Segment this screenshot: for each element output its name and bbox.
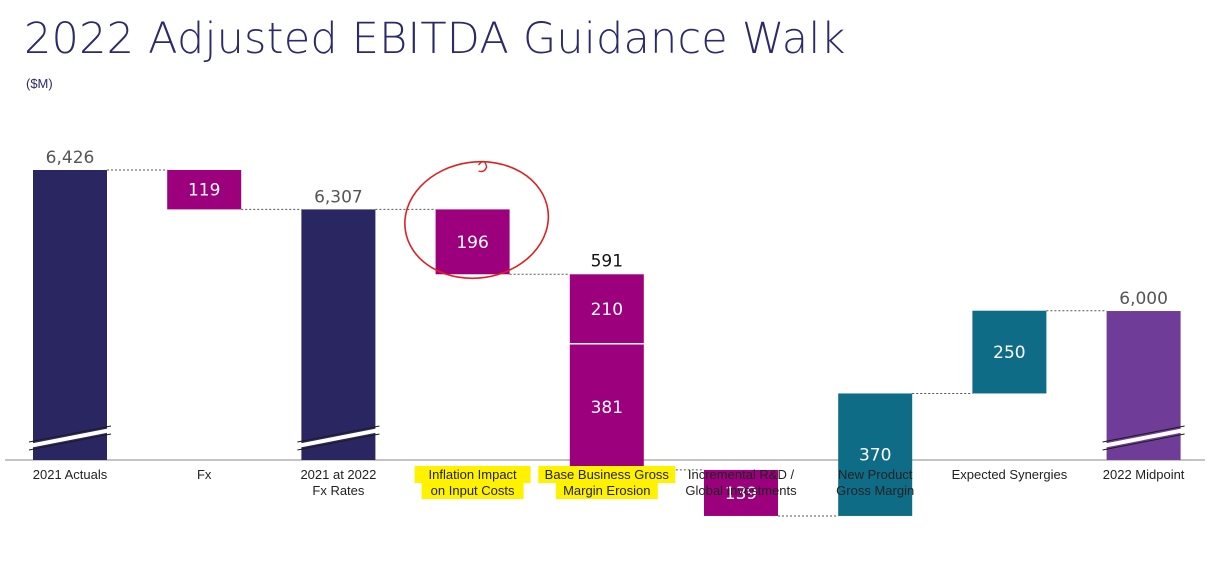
data-label: 119 [188,181,220,201]
axis-break-gap [1102,428,1185,448]
bar [435,209,510,275]
data-label: 6,426 [46,148,95,168]
annotation-circle [404,160,550,280]
label-highlight [555,482,658,499]
data-label: 250 [993,343,1025,363]
bar [301,209,376,460]
axis-break-mark [1102,433,1185,451]
tick-label: Base Business Gross [545,467,670,482]
bar [838,393,913,516]
axis-break-mark [28,425,112,443]
bar [972,310,1047,394]
tick-label: New Product [838,467,913,482]
tick-label: Fx Rates [312,483,365,498]
axis-break-gap [297,428,380,448]
tick-label: 2022 Midpoint [1103,467,1185,482]
data-label: 6,000 [1119,289,1168,309]
tick-label: on Input Costs [431,483,515,498]
data-label: 6,307 [314,187,363,207]
data-label: 370 [859,446,891,466]
bar [33,170,107,460]
axis-break-gap [28,428,112,448]
axis-break-mark [297,433,380,451]
tick-label: Margin Erosion [563,483,650,498]
label-highlight [414,466,531,483]
tick-label: 2021 Actuals [33,467,108,482]
page-title: 2022 Adjusted EBITDA Guidance Walk [24,14,846,64]
data-label: 139 [725,484,757,504]
tick-label: Fx [197,467,212,482]
tick-label: Gross Margin [836,483,914,498]
tick-label: Expected Synergies [952,467,1068,482]
tick-label: Inflation Impact [429,467,518,482]
tick-label: Global Investments [685,483,797,498]
data-label: 196 [456,233,488,253]
axis-break-mark [297,425,380,443]
tick-label: 2021 at 2022 [300,467,376,482]
bar-segment [569,343,644,470]
axis-break-mark [1102,425,1185,443]
segment-label: 381 [591,398,623,418]
label-highlight [538,466,676,483]
bar-segment [569,274,644,344]
bar [167,170,242,210]
label-highlight [421,482,524,499]
bar [704,469,778,516]
data-label: 591 [591,251,623,271]
annotation-loop [478,160,488,173]
tick-label: Incremental R&D / [688,467,795,482]
axis-break-mark [28,433,112,451]
unit-label: ($M) [26,76,53,91]
segment-label: 210 [591,300,623,320]
